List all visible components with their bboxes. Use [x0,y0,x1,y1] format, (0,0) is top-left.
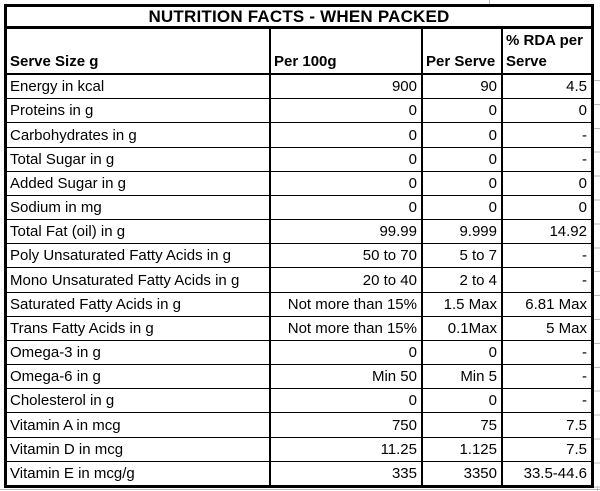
cell-per-serve-value: 3350 [423,461,503,485]
cell-rda-value: - [582,271,587,289]
table-row: Omega-6 in g Min 50 Min 5 - [7,365,591,390]
table-title: NUTRITION FACTS - WHEN PACKED [7,7,591,29]
cell-nutrient-label: Added Sugar in g [7,171,271,195]
cell-rda-value: - [582,368,587,386]
cell-rda-value: - [582,344,587,362]
table-header-row: Serve Size g Per 100g Per Serve % RDA pe… [7,29,591,75]
cell-per-serve-value: 1.5 Max [423,292,503,316]
cell-per-100g-value: 900 [271,75,423,99]
cell-per-100g-value: 11.25 [271,437,423,461]
cell-per-serve-value: 0 [423,171,503,195]
cell-per-100g-value: 0 [271,147,423,171]
table-row: Total Sugar in g 0 0 - [7,147,591,172]
table-row: Omega-3 in g 0 0 - [7,340,591,366]
spreadsheet-gridline-ticks-right [594,80,600,489]
cell-per-100g-value: 50 to 70 [271,244,423,268]
cell-nutrient-label: Sodium in mg [7,195,271,220]
table-row: Energy in kcal 900 90 4.5 [7,75,591,100]
cell-nutrient-label: Cholesterol in g [7,389,271,413]
cell-per-100g-value: 0 [271,123,423,147]
cell-per-serve-value: 0.1Max [423,316,503,340]
cell-per-serve-value: 0 [423,99,503,123]
cell-per-100g-value: Not more than 15% [271,316,423,340]
cell-rda-value: 0 [578,199,587,217]
cell-nutrient-label: Total Sugar in g [7,147,271,171]
table-row: Vitamin D in mcg 11.25 1.125 7.5 [7,437,591,462]
table-row: Sodium in mg 0 0 0 [7,195,591,221]
table-row: Cholesterol in g 0 0 - [7,389,591,414]
table-row: Carbohydrates in g 0 0 - [7,123,591,148]
table-row: Poly Unsaturated Fatty Acids in g 50 to … [7,244,591,269]
cell-per-100g-value: 99.99 [271,220,423,244]
cell-per-100g-value: 0 [271,389,423,413]
header-serve-size: Serve Size g [7,29,271,75]
cell-rda-value: 0 [578,102,587,120]
table-row: Added Sugar in g 0 0 0 [7,171,591,196]
cell-nutrient-label: Poly Unsaturated Fatty Acids in g [7,244,271,268]
spreadsheet-gridline-tick-corner [597,487,598,491]
cell-rda-value: 14.92 [549,223,587,241]
header-rda-per-serve: % RDA per Serve [506,32,583,71]
cell-rda-value: - [582,247,587,265]
cell-nutrient-label: Vitamin D in mcg [7,437,271,461]
cell-nutrient-label: Mono Unsaturated Fatty Acids in g [7,268,271,292]
table-row: Saturated Fatty Acids in g Not more than… [7,292,591,317]
cell-per-100g-value: 0 [271,340,423,365]
cell-nutrient-label: Omega-6 in g [7,365,271,389]
cell-per-100g-value: Not more than 15% [271,292,423,316]
cell-rda-value: 33.5-44.6 [523,464,587,482]
cell-nutrient-label: Proteins in g [7,99,271,123]
cell-nutrient-label: Energy in kcal [7,75,271,99]
cell-rda-value: 0 [578,174,587,192]
cell-nutrient-label: Saturated Fatty Acids in g [7,292,271,316]
cell-rda-value: - [582,150,587,168]
cell-rda-value: 4.5 [566,78,587,96]
cell-nutrient-label: Vitamin A in mcg [7,413,271,437]
cell-nutrient-label: Vitamin E in mcg/g [7,461,271,485]
nutrition-facts-table: NUTRITION FACTS - WHEN PACKED Serve Size… [4,4,594,488]
cell-nutrient-label: Trans Fatty Acids in g [7,316,271,340]
spreadsheet-gridline-bottom [0,489,600,490]
table-row: Vitamin A in mcg 750 75 7.5 [7,413,591,438]
table-row: Proteins in g 0 0 0 [7,99,591,124]
cell-rda-value: - [582,392,587,410]
table-body: Energy in kcal 900 90 4.5 Proteins in g … [7,75,591,485]
cell-per-serve-value: 0 [423,123,503,147]
cell-rda-value: 6.81 Max [525,295,587,313]
table-row: Mono Unsaturated Fatty Acids in g 20 to … [7,268,591,293]
cell-per-100g-value: 20 to 40 [271,268,423,292]
cell-per-serve-value: 0 [423,147,503,171]
cell-per-100g-value: 0 [271,99,423,123]
cell-rda-value: 7.5 [566,416,587,434]
cell-per-serve-value: 1.125 [423,437,503,461]
cell-per-serve-value: 75 [423,413,503,437]
cell-per-serve-value: Min 5 [423,365,503,389]
cell-per-serve-value: 0 [423,340,503,365]
cell-rda-value: - [582,126,587,144]
cell-per-serve-value: 0 [423,389,503,413]
cell-nutrient-label: Carbohydrates in g [7,123,271,147]
cell-per-serve-value: 5 to 7 [423,244,503,268]
cell-per-100g-value: Min 50 [271,365,423,389]
cell-rda-value: 7.5 [566,440,587,458]
header-per-100g: Per 100g [271,29,423,75]
cell-nutrient-label: Omega-3 in g [7,340,271,365]
cell-per-serve-value: 90 [423,75,503,99]
cell-per-100g-value: 0 [271,171,423,195]
table-row: Total Fat (oil) in g 99.99 9.999 14.92 [7,220,591,245]
cell-per-serve-value: 0 [423,195,503,220]
table-row: Vitamin E in mcg/g 335 3350 33.5-44.6 [7,461,591,485]
cell-per-100g-value: 335 [271,461,423,485]
table-row: Trans Fatty Acids in g Not more than 15%… [7,316,591,341]
cell-per-100g-value: 0 [271,195,423,220]
cell-per-100g-value: 750 [271,413,423,437]
spreadsheet-gridline-tick-top [489,0,490,4]
cell-per-serve-value: 2 to 4 [423,268,503,292]
cell-rda-value: 5 Max [546,319,587,337]
cell-nutrient-label: Total Fat (oil) in g [7,220,271,244]
cell-per-serve-value: 9.999 [423,220,503,244]
header-per-serve: Per Serve [423,29,503,75]
